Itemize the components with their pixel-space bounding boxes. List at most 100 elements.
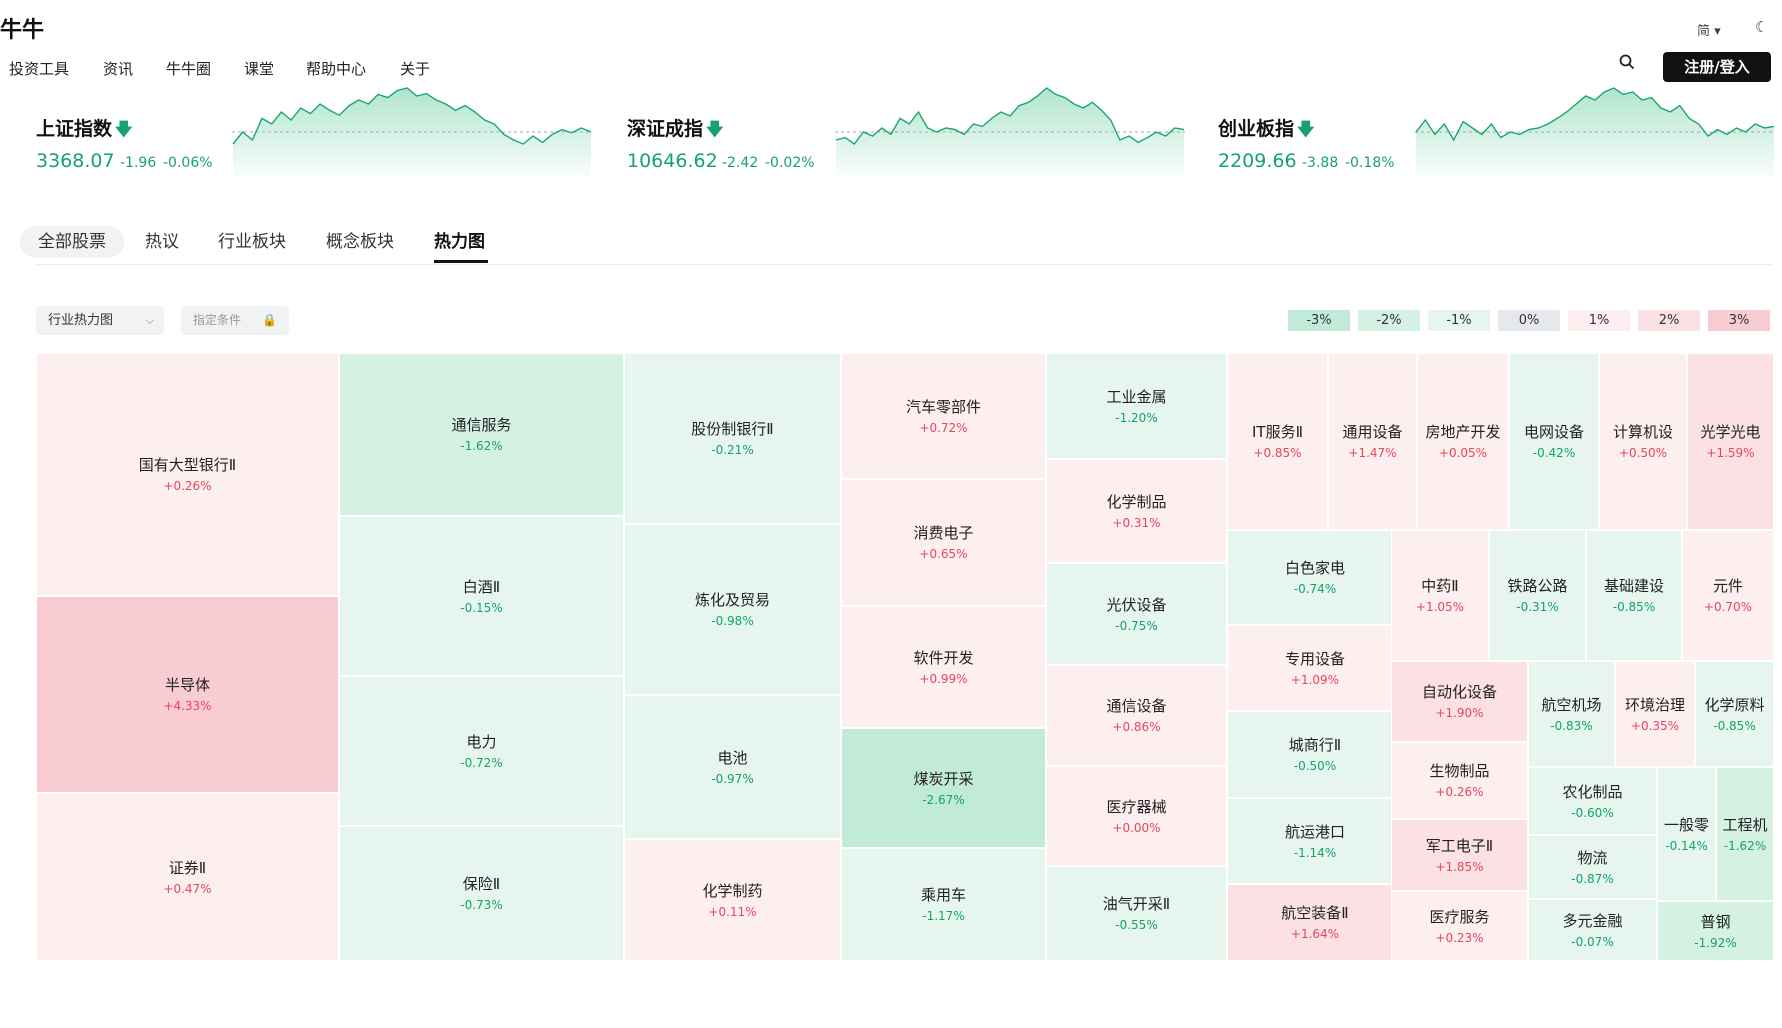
heatmap-cell[interactable]: 环境治理 +0.35% — [1615, 661, 1695, 767]
heatmap-cell[interactable]: 光学光电 +1.59% — [1687, 353, 1774, 530]
search-icon[interactable] — [1619, 54, 1635, 74]
index-value-cyb: 2209.66 — [1218, 150, 1297, 172]
heatmap-cell[interactable]: 自动化设备 +1.90% — [1391, 661, 1528, 742]
heatmap-cell[interactable]: 多元金融 -0.07% — [1528, 899, 1657, 961]
heatmap-cell[interactable]: 白色家电 -0.74% — [1227, 530, 1403, 625]
heatmap-cell[interactable]: 通信设备 +0.86% — [1046, 665, 1227, 766]
heatmap-cell[interactable]: 工业金属 -1.20% — [1046, 353, 1227, 459]
heatmap-cell-name: 城商行Ⅱ — [1288, 736, 1342, 754]
heatmap-cell-name: 医疗器械 — [1106, 797, 1167, 816]
heatmap-cell-name: 油气开采Ⅱ — [1102, 895, 1171, 913]
nav-item-classroom[interactable]: 课堂 — [244, 60, 275, 78]
heatmap-cell-change: -1.17% — [922, 909, 965, 923]
heatmap-cell-name: 航运港口 — [1284, 822, 1345, 841]
heatmap-cell[interactable]: 化学制品 +0.31% — [1046, 459, 1227, 563]
nav-item-invest-tools[interactable]: 投资工具 — [9, 60, 70, 78]
heatmap-cell[interactable]: 医疗器械 +0.00% — [1046, 766, 1227, 866]
nav-item-community[interactable]: 牛牛圈 — [166, 60, 212, 78]
heatmap-cell[interactable]: 炼化及贸易 -0.98% — [624, 524, 841, 695]
heatmap-cell-change: -0.21% — [711, 443, 754, 457]
heatmap-cell-change: -0.83% — [1550, 718, 1593, 733]
heatmap-cell[interactable]: 工程机 -1.62% — [1716, 767, 1774, 901]
heatmap-cell[interactable]: 铁路公路 -0.31% — [1489, 530, 1586, 661]
language-selector[interactable]: 简 ▾ — [1697, 24, 1721, 39]
register-login-button[interactable]: 注册/登入 — [1663, 52, 1771, 82]
heatmap-cell[interactable]: 乘用车 -1.17% — [841, 848, 1046, 961]
index-name-sh[interactable]: 上证指数 🡇 — [36, 118, 133, 140]
heatmap-cell-name: 消费电子 — [913, 524, 974, 542]
heatmap-cell[interactable]: 生物制品 +0.26% — [1391, 742, 1528, 819]
heatmap-cell-name: 光伏设备 — [1106, 595, 1167, 614]
heatmap-cell[interactable]: IT服务Ⅱ +0.85% — [1227, 353, 1328, 530]
heatmap-cell[interactable]: 消费电子 +0.65% — [841, 479, 1046, 606]
heatmap-cell-name: 医疗服务 — [1429, 907, 1490, 926]
tab-concept-sectors[interactable]: 概念板块 — [326, 232, 394, 252]
heatmap-cell[interactable]: 半导体 +4.33% — [36, 596, 339, 793]
dark-mode-icon[interactable]: ☾ — [1755, 18, 1769, 36]
heatmap-cell-change: -0.87% — [1571, 871, 1614, 886]
heatmap-cell-name: 元件 — [1712, 577, 1743, 595]
heatmap-cell[interactable]: 白酒Ⅱ -0.15% — [339, 516, 624, 676]
heatmap-cell-change: +1.85% — [1435, 859, 1484, 874]
heatmap-cell[interactable]: 医疗服务 +0.23% — [1391, 891, 1528, 961]
heatmap-cell[interactable]: 通信服务 -1.62% — [339, 353, 624, 516]
heatmap-cell[interactable]: 电力 -0.72% — [339, 676, 624, 826]
heatmap-cell-name: 铁路公路 — [1507, 577, 1568, 595]
heatmap-cell[interactable]: 专用设备 +1.09% — [1227, 625, 1403, 711]
heatmap-cell-change: +0.86% — [1112, 720, 1161, 734]
heatmap-cell[interactable]: 保险Ⅱ -0.73% — [339, 826, 624, 961]
heatmap-cell[interactable]: 油气开采Ⅱ -0.55% — [1046, 866, 1227, 961]
heatmap-cell-name: 基础建设 — [1603, 577, 1664, 595]
heatmap-cell[interactable]: 国有大型银行Ⅱ +0.26% — [36, 353, 339, 596]
heatmap-cell[interactable]: 基础建设 -0.85% — [1586, 530, 1682, 661]
heatmap-cell[interactable]: 化学原料 -0.85% — [1695, 661, 1774, 767]
tab-industry-sectors[interactable]: 行业板块 — [218, 232, 286, 252]
heatmap-cell[interactable]: 电池 -0.97% — [624, 695, 841, 839]
heatmap-cell-change: +0.35% — [1630, 718, 1680, 733]
heatmap-type-select[interactable]: 行业热力图 ⌵ — [36, 306, 164, 335]
heatmap-cell[interactable]: 城商行Ⅱ -0.50% — [1227, 711, 1403, 798]
tab-all-stocks[interactable]: 全部股票 — [20, 226, 124, 258]
index-name-sz[interactable]: 深证成指 🡇 — [627, 118, 724, 140]
heatmap-cell[interactable]: 航运港口 -1.14% — [1227, 798, 1403, 884]
app-logo[interactable]: 牛牛 — [0, 18, 45, 43]
heatmap-cell[interactable]: 一般零 -0.14% — [1657, 767, 1716, 901]
heatmap-cell-name: 煤炭开采 — [913, 769, 974, 788]
heatmap-cell[interactable]: 军工电子Ⅱ +1.85% — [1391, 819, 1528, 891]
heatmap-cell[interactable]: 煤炭开采 -2.67% — [841, 728, 1046, 848]
index-value-sz: 10646.62 — [627, 150, 718, 172]
heatmap-cell-change: -0.60% — [1571, 805, 1614, 820]
condition-button[interactable]: 指定条件 🔒 — [181, 306, 289, 335]
heatmap-cell-change: -0.85% — [1612, 600, 1656, 614]
heatmap-cell[interactable]: 股份制银行Ⅱ -0.21% — [624, 353, 841, 524]
index-percent-cyb: -0.18% — [1345, 155, 1395, 171]
heatmap-cell[interactable]: 物流 -0.87% — [1528, 835, 1657, 899]
nav-item-news[interactable]: 资讯 — [103, 60, 134, 78]
heatmap-cell[interactable]: 房地产开发 +0.05% — [1417, 353, 1509, 530]
lock-icon: 🔒 — [262, 313, 277, 327]
heatmap-cell[interactable]: 中药Ⅱ +1.05% — [1391, 530, 1489, 661]
heatmap-cell[interactable]: 计算机设 +0.50% — [1599, 353, 1687, 530]
heatmap-cell-change: +0.99% — [919, 671, 968, 686]
heatmap-cell[interactable]: 化学制药 +0.11% — [624, 839, 841, 961]
heatmap-cell[interactable]: 电网设备 -0.42% — [1509, 353, 1599, 530]
heatmap-cell[interactable]: 通用设备 +1.47% — [1328, 353, 1417, 530]
heatmap-cell[interactable]: 普钢 -1.92% — [1657, 901, 1774, 961]
heatmap-cell[interactable]: 元件 +0.70% — [1682, 530, 1774, 661]
tab-hot-discussion[interactable]: 热议 — [145, 232, 179, 252]
heatmap-cell[interactable]: 航空机场 -0.83% — [1528, 661, 1615, 767]
heatmap-cell-change: -1.62% — [1723, 838, 1767, 853]
heatmap-cell[interactable]: 软件开发 +0.99% — [841, 606, 1046, 728]
heatmap-cell-change: -0.73% — [460, 898, 503, 912]
nav-item-help-center[interactable]: 帮助中心 — [306, 60, 367, 78]
heatmap-cell[interactable]: 汽车零部件 +0.72% — [841, 353, 1046, 479]
heatmap-cell-name: 农化制品 — [1562, 782, 1623, 801]
heatmap-cell[interactable]: 航空装备Ⅱ +1.64% — [1227, 884, 1403, 961]
heatmap-cell[interactable]: 证券Ⅱ +0.47% — [36, 793, 339, 961]
nav-item-about[interactable]: 关于 — [400, 60, 431, 78]
legend-plus-1: 1% — [1568, 310, 1630, 331]
tab-heatmap[interactable]: 热力图 — [434, 232, 485, 252]
heatmap-cell[interactable]: 农化制品 -0.60% — [1528, 767, 1657, 835]
heatmap-cell[interactable]: 光伏设备 -0.75% — [1046, 563, 1227, 665]
index-name-cyb[interactable]: 创业板指 🡇 — [1218, 118, 1315, 140]
